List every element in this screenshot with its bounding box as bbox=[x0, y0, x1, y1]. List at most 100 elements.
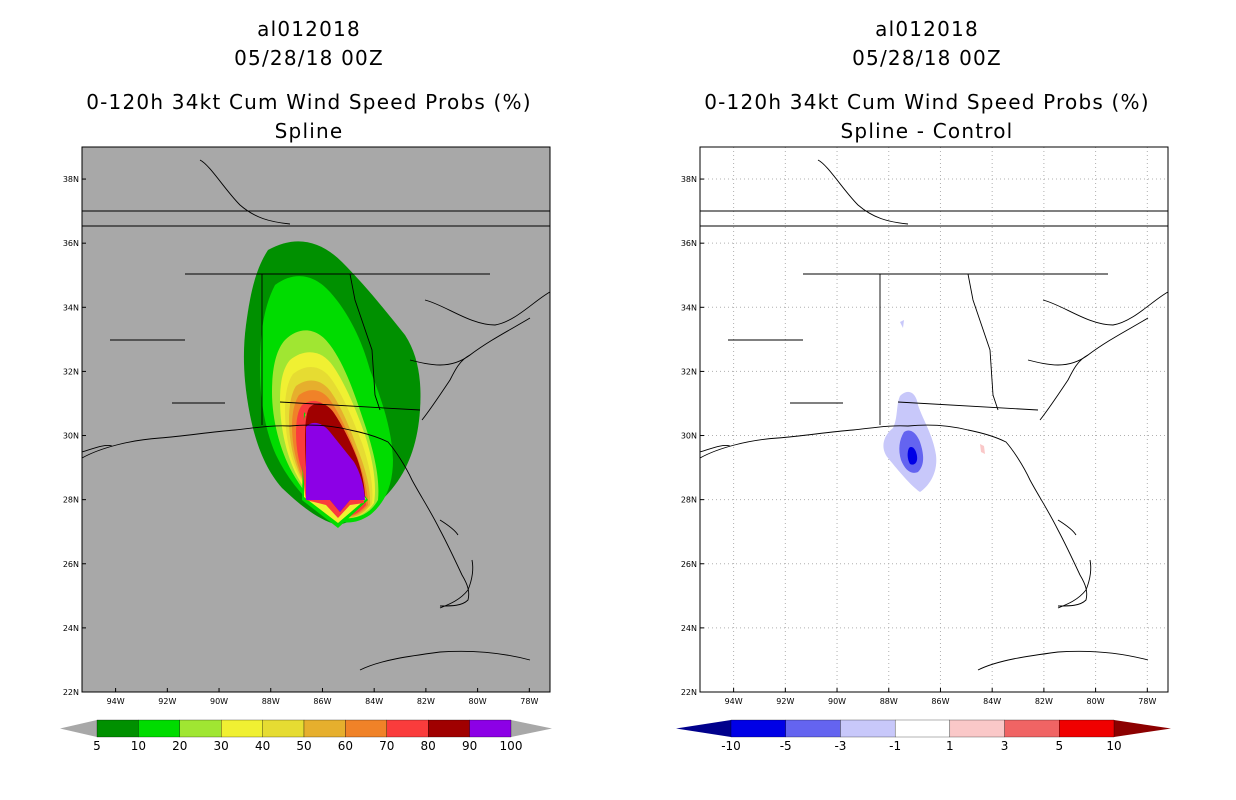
lat-tick-label: 38N bbox=[681, 175, 697, 184]
lat-tick-label: 28N bbox=[681, 496, 697, 505]
map-background bbox=[700, 147, 1168, 692]
colorbar-label: 70 bbox=[379, 739, 394, 753]
subtitle: Spline bbox=[274, 119, 344, 143]
lat-tick-label: 38N bbox=[63, 175, 79, 184]
lon-tick-label: 90W bbox=[210, 697, 228, 706]
map-frame bbox=[699, 146, 1169, 693]
colorbar-swatch bbox=[221, 719, 263, 738]
coastlines-borders bbox=[700, 159, 1168, 671]
colorbar-swatch bbox=[96, 719, 139, 738]
lat-tick-label: 30N bbox=[681, 432, 697, 441]
contour-100 bbox=[306, 422, 365, 512]
colorbar-swatch bbox=[386, 719, 429, 738]
difference-map: 94W 92W 90W 88W 86W 84W 82W 80W 78W 38N 36N 34N 32N 3… bbox=[676, 146, 1171, 753]
subtitle: Spline - Control bbox=[840, 119, 1014, 143]
storm-id-title: al012018 bbox=[257, 17, 361, 41]
graticule bbox=[700, 147, 1168, 693]
colorbar-label: -1 bbox=[889, 739, 901, 753]
lat-tick-label: 32N bbox=[681, 367, 697, 376]
lat-tick-label: 32N bbox=[63, 367, 79, 376]
lat-tick-label: 26N bbox=[681, 560, 697, 569]
lat-tick-label: 26N bbox=[63, 560, 79, 569]
lat-tick-label: 36N bbox=[63, 239, 79, 248]
lon-tick-label: 92W bbox=[776, 697, 794, 706]
colorbar-swatch bbox=[730, 719, 786, 738]
lon-tick-label: 86W bbox=[313, 697, 331, 706]
lon-tick-label: 92W bbox=[158, 697, 176, 706]
lon-tick-label: 78W bbox=[520, 697, 538, 706]
lon-tick-label: 86W bbox=[931, 697, 949, 706]
lat-tick-label: 24N bbox=[681, 624, 697, 633]
colorbar-label: 10 bbox=[131, 739, 146, 753]
colorbar-label: 30 bbox=[214, 739, 229, 753]
contour-plus1 bbox=[980, 444, 985, 454]
colorbar-swatch bbox=[949, 719, 1005, 738]
colorbar-label: 5 bbox=[1055, 739, 1063, 753]
lon-tick-label: 80W bbox=[469, 697, 487, 706]
product-title: 0-120h 34kt Cum Wind Speed Probs (%) bbox=[86, 90, 532, 114]
colorbar-swatch bbox=[303, 719, 346, 738]
colorbar-swatch bbox=[262, 719, 305, 738]
colorbar-swatch bbox=[428, 719, 470, 738]
colorbar-label: -3 bbox=[834, 739, 846, 753]
colorbar-swatch bbox=[345, 719, 387, 738]
lon-tick-label: 94W bbox=[725, 697, 743, 706]
colorbar-low-arrow bbox=[676, 720, 731, 737]
lat-tick-label: 24N bbox=[63, 624, 79, 633]
lat-tick-label: 36N bbox=[681, 239, 697, 248]
lon-tick-label: 82W bbox=[417, 697, 435, 706]
product-title: 0-120h 34kt Cum Wind Speed Probs (%) bbox=[704, 90, 1150, 114]
lat-tick-label: 28N bbox=[63, 496, 79, 505]
storm-id-title: al012018 bbox=[875, 17, 979, 41]
axis-ticks: 94W 92W 90W 88W 86W 84W 82W 80W 78W 38N 36N 34N 32N 3… bbox=[681, 175, 1157, 706]
colorbar-label: 20 bbox=[172, 739, 187, 753]
datetime-title: 05/28/18 00Z bbox=[234, 46, 384, 70]
colorbar-swatch bbox=[785, 719, 841, 738]
difference-contours bbox=[883, 320, 985, 492]
lon-tick-label: 88W bbox=[262, 697, 280, 706]
coastlines-borders bbox=[82, 159, 550, 671]
colorbar-label: 90 bbox=[462, 739, 477, 753]
colorbar: -10 -5 -3 -1 1 3 5 10 bbox=[676, 719, 1171, 753]
colorbar-label: 80 bbox=[421, 739, 436, 753]
lon-tick-label: 82W bbox=[1035, 697, 1053, 706]
colorbar-label: 3 bbox=[1001, 739, 1009, 753]
lon-tick-label: 80W bbox=[1087, 697, 1105, 706]
colorbar-label: -10 bbox=[721, 739, 741, 753]
contour-minus1-small bbox=[900, 320, 904, 328]
colorbar-swatch bbox=[1059, 719, 1115, 738]
colorbar-label: 100 bbox=[500, 739, 523, 753]
lon-tick-label: 90W bbox=[828, 697, 846, 706]
colorbar-swatch bbox=[469, 719, 512, 738]
colorbar-swatch bbox=[1004, 719, 1060, 738]
lon-tick-label: 88W bbox=[880, 697, 898, 706]
colorbar-label: 5 bbox=[93, 739, 101, 753]
colorbar-label: 60 bbox=[338, 739, 353, 753]
left-panel: al012018 05/28/18 00Z 0-120h 34kt Cum Wi… bbox=[60, 17, 552, 753]
lat-tick-label: 34N bbox=[63, 303, 79, 312]
datetime-title: 05/28/18 00Z bbox=[852, 46, 1002, 70]
colorbar-label: 50 bbox=[296, 739, 311, 753]
lat-tick-label: 34N bbox=[681, 303, 697, 312]
right-panel: al012018 05/28/18 00Z 0-120h 34kt Cum Wi… bbox=[618, 0, 1236, 800]
probability-contours bbox=[243, 241, 421, 528]
colorbar-high-arrow bbox=[511, 720, 552, 737]
colorbar-swatch bbox=[840, 719, 896, 738]
colorbar: 5 10 20 30 40 50 60 70 80 90 100 bbox=[60, 719, 552, 753]
colorbar-label: 10 bbox=[1106, 739, 1121, 753]
colorbar-label: 1 bbox=[946, 739, 954, 753]
lon-tick-label: 84W bbox=[365, 697, 383, 706]
colorbar-swatch bbox=[179, 719, 222, 738]
map-frame bbox=[81, 146, 551, 693]
contour-minus5 bbox=[907, 446, 918, 465]
lat-tick-label: 30N bbox=[63, 432, 79, 441]
colorbar-swatch bbox=[894, 719, 951, 738]
probability-map: 94W 92W 90W 88W 86W 84W 82W 80W 78W 38N 36N 34N 32N 3… bbox=[60, 146, 552, 753]
lon-tick-label: 78W bbox=[1138, 697, 1156, 706]
colorbar-label: -5 bbox=[780, 739, 792, 753]
lat-tick-label: 22N bbox=[681, 688, 697, 697]
lat-tick-label: 22N bbox=[63, 688, 79, 697]
colorbar-low-arrow bbox=[60, 720, 97, 737]
colorbar-swatch bbox=[138, 719, 180, 738]
lon-tick-label: 94W bbox=[107, 697, 125, 706]
